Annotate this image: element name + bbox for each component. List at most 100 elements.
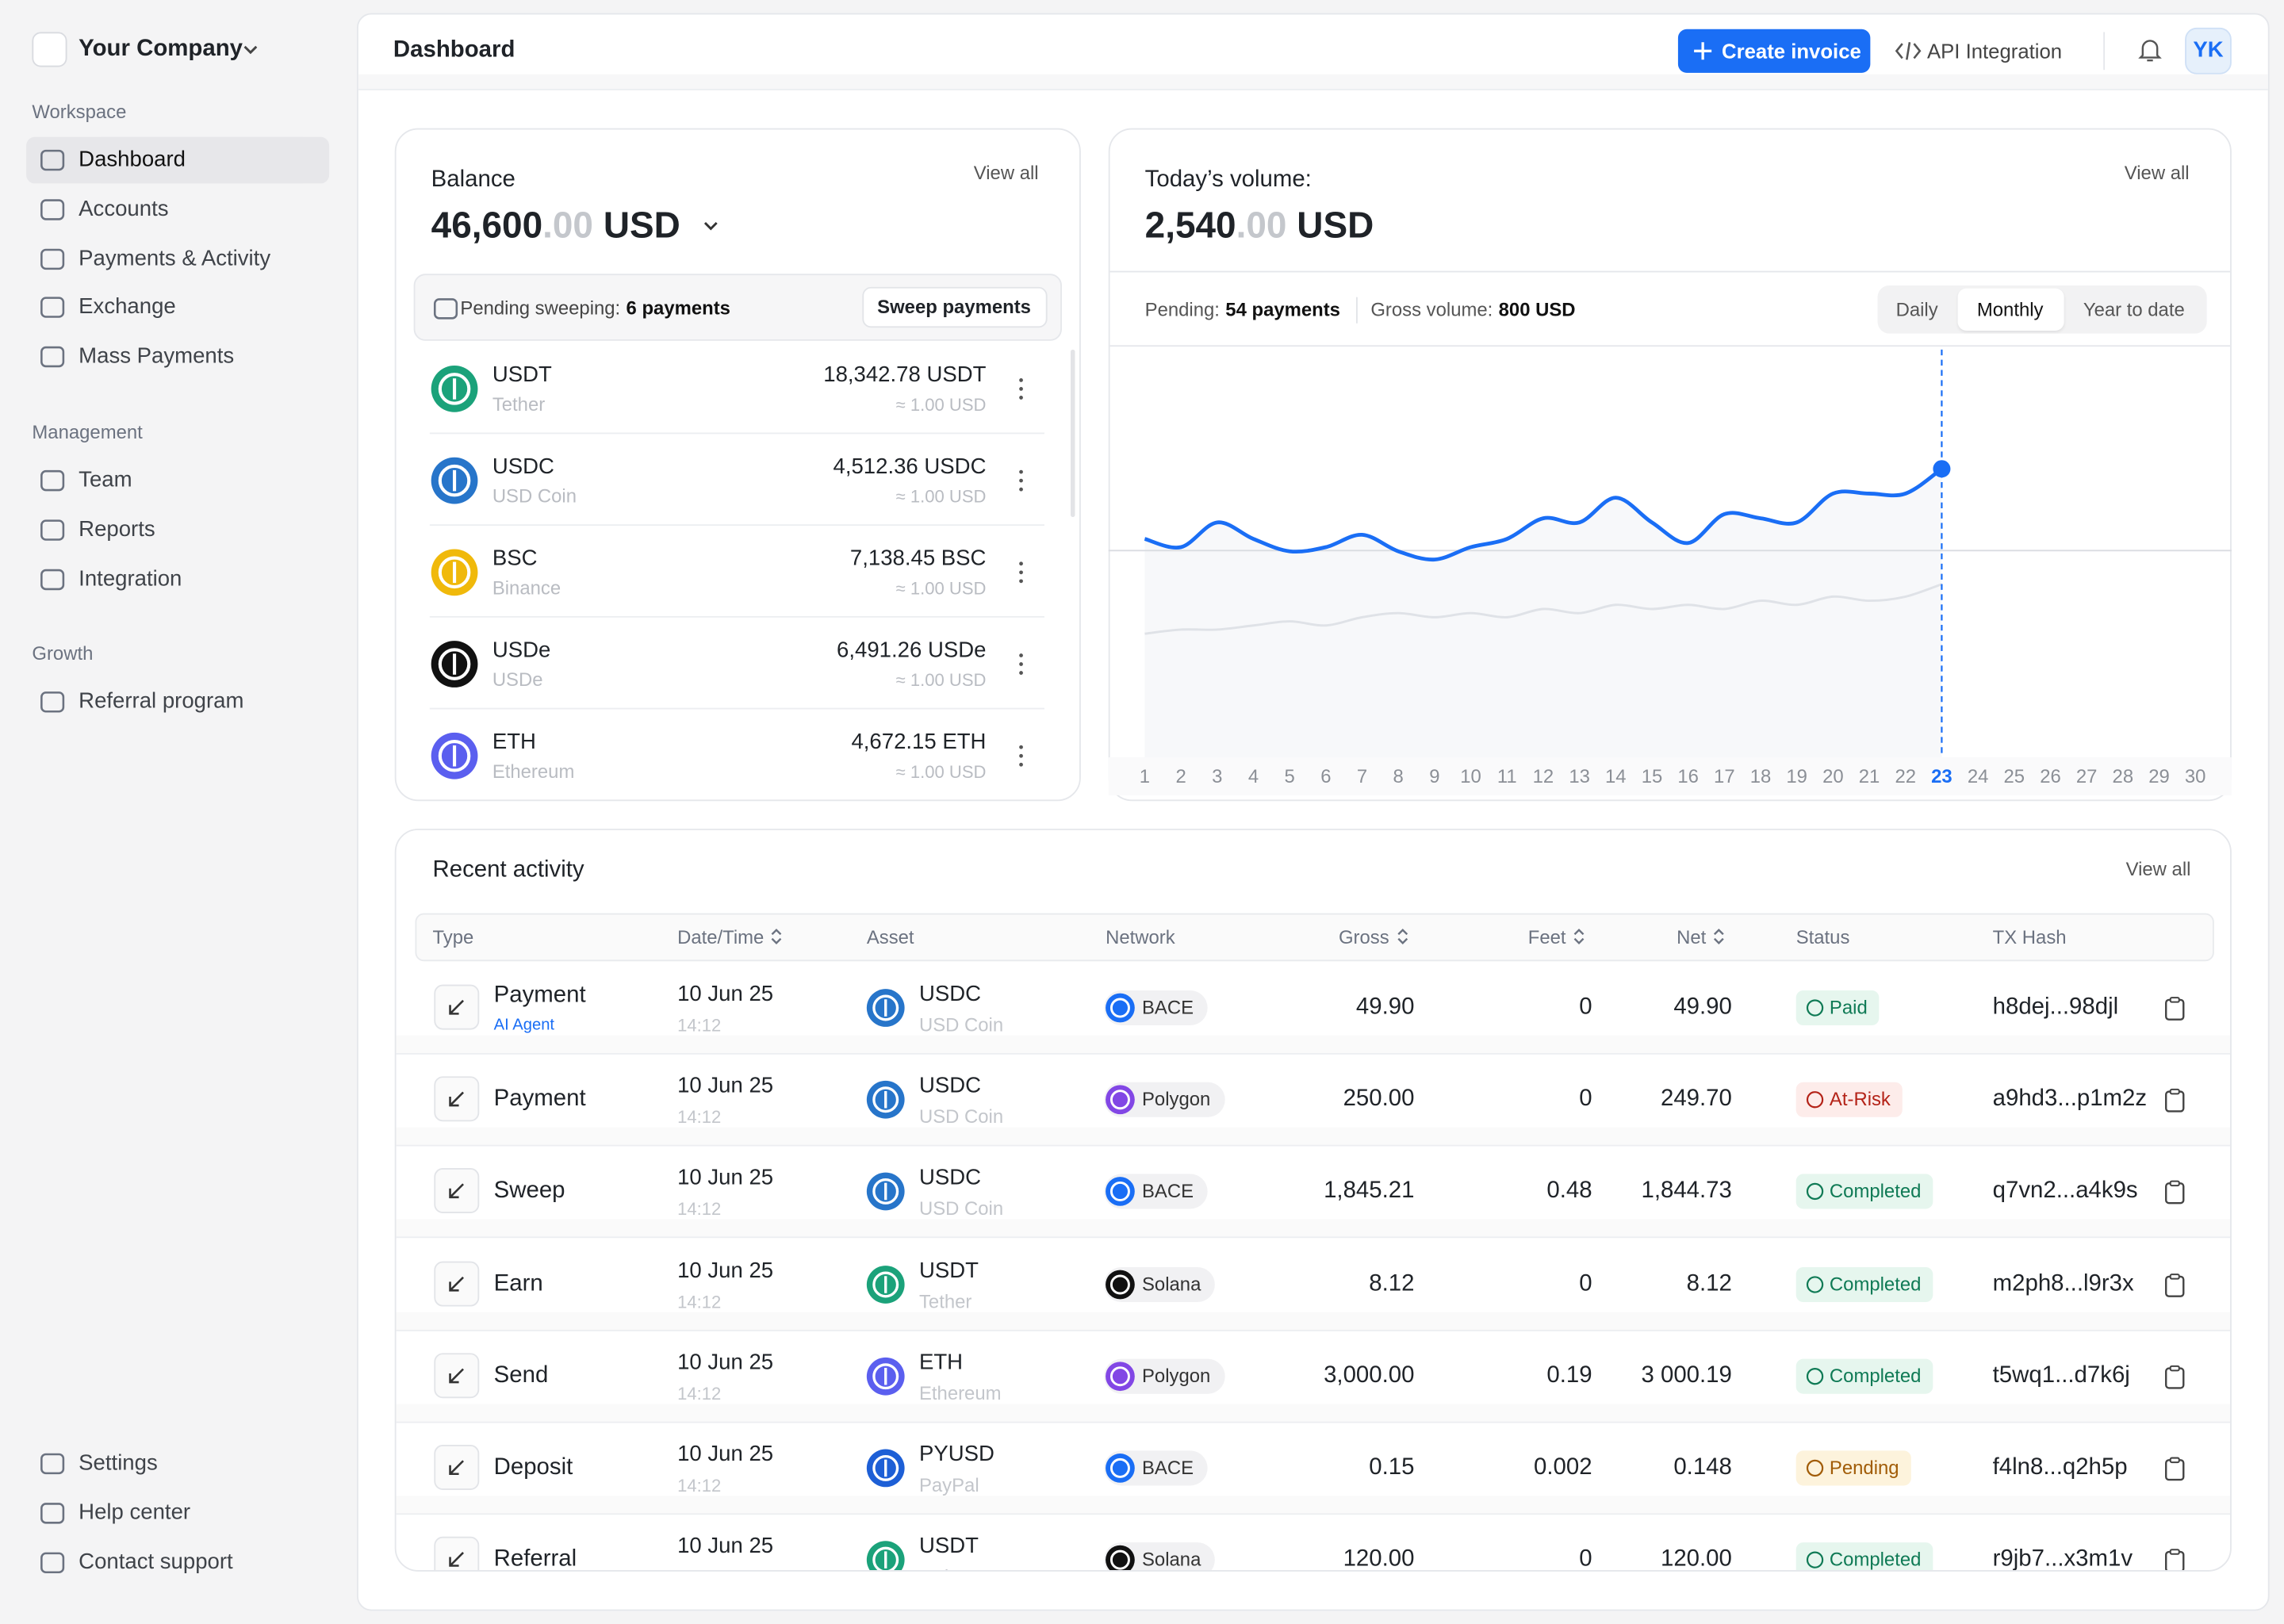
nav-item[interactable]: Dashboard — [79, 147, 186, 172]
row-band — [396, 1496, 2231, 1514]
nav-item[interactable]: Referral program — [79, 688, 244, 714]
copy-icon[interactable] — [2164, 1273, 2185, 1297]
network-ring — [1109, 1457, 1130, 1478]
status-ring — [1806, 999, 1824, 1017]
sort-icon[interactable] — [1573, 928, 1585, 945]
line-series — [1144, 467, 1943, 562]
view-all-link[interactable]: View all — [973, 161, 1039, 184]
status-label: Completed — [1829, 1548, 1922, 1571]
chevron — [243, 45, 258, 55]
tx-asset-name: PayPal — [918, 1473, 979, 1496]
coin-icon — [866, 1265, 905, 1304]
network-dot — [1106, 993, 1135, 1023]
nav-footer-item[interactable]: Settings — [79, 1450, 158, 1476]
coin-icon — [866, 1449, 905, 1488]
asset-name: Ethereum — [492, 760, 575, 783]
tx-date: 10 Jun 25 — [677, 1534, 774, 1559]
row-separator — [429, 616, 1044, 619]
avatar[interactable] — [2185, 27, 2232, 75]
nav-icon — [40, 247, 65, 270]
tx-net: 49.90 — [1673, 994, 1732, 1020]
x-tick-label: 5 — [1285, 766, 1295, 787]
tx-asset-name: USD Coin — [918, 1013, 1004, 1036]
dot — [1019, 478, 1023, 483]
x-tick-label: 9 — [1429, 766, 1439, 787]
company-name[interactable]: Your Company — [79, 36, 243, 62]
nav-item[interactable]: Team — [79, 467, 132, 492]
nav-item[interactable]: Mass Payments — [79, 343, 235, 370]
company-logo[interactable] — [32, 32, 67, 67]
tx-gross: 0.15 — [1369, 1454, 1415, 1480]
column-header[interactable]: Feet — [1528, 923, 1585, 952]
coin-icon — [431, 733, 478, 780]
row-separator — [429, 708, 1044, 710]
asset-name: USD Coin — [492, 485, 577, 508]
nav-item[interactable]: Reports — [79, 516, 155, 542]
status-label: Completed — [1829, 1364, 1922, 1387]
sweep-button[interactable] — [862, 286, 1048, 328]
coin-ring — [872, 1454, 899, 1481]
tx-type: Sweep — [493, 1178, 565, 1204]
view-all-link[interactable]: View all — [2124, 161, 2190, 184]
currency-chevron — [703, 221, 718, 231]
column-header[interactable]: Date/Time — [677, 923, 783, 952]
amount-currency: USD — [603, 205, 680, 247]
api-integration-link[interactable]: API Integration — [1926, 39, 2063, 63]
column-header[interactable]: Net — [1677, 923, 1725, 952]
row-separator — [396, 1145, 2231, 1147]
x-tick-label: 20 — [1822, 766, 1844, 787]
asset-symbol: BSC — [492, 546, 538, 572]
nav-icon — [40, 569, 65, 590]
network-name: Polygon — [1141, 1364, 1211, 1387]
status-label: Completed — [1829, 1272, 1922, 1295]
sort-icon[interactable] — [1397, 928, 1408, 945]
icon-shape — [40, 297, 65, 319]
x-tick-label: 13 — [1569, 766, 1590, 787]
tx-asset: USDC — [918, 1166, 982, 1191]
nav-item[interactable]: Integration — [79, 565, 182, 591]
arrow — [449, 1091, 464, 1107]
column-header[interactable]: Gross — [1339, 923, 1408, 952]
tx-asset-name: USD Coin — [918, 1197, 1004, 1220]
x-tick-label: 1 — [1140, 766, 1150, 787]
status-ring — [1806, 1275, 1824, 1293]
type-icon-box — [434, 1168, 480, 1214]
clipboard-clip — [2169, 1549, 2180, 1556]
sort-icon[interactable] — [772, 928, 784, 945]
copy-icon[interactable] — [2164, 1457, 2185, 1481]
nav-item[interactable]: Accounts — [79, 196, 169, 221]
copy-icon[interactable] — [2164, 1088, 2185, 1113]
coin-icon — [866, 1173, 905, 1212]
create-invoice-label[interactable]: Create invoice — [1722, 39, 1861, 63]
asset-name: Tether — [492, 393, 546, 416]
x-tick-label: 3 — [1212, 766, 1222, 787]
copy-icon[interactable] — [2164, 1365, 2185, 1389]
copy-icon[interactable] — [2164, 1180, 2185, 1205]
tx-hash: f4ln8...q2h5p — [1992, 1454, 2128, 1480]
nav-footer-item[interactable]: Help center — [79, 1500, 191, 1526]
tx-date: 10 Jun 25 — [677, 1258, 774, 1283]
volume-divider — [1109, 270, 2231, 273]
page-title: Dashboard — [393, 37, 515, 63]
sort-icon[interactable] — [1713, 928, 1725, 945]
x-tick-label: 25 — [2004, 766, 2025, 787]
network-ring — [1109, 1090, 1130, 1110]
nav-section-title: Management — [32, 420, 143, 443]
sweep-button-label[interactable]: Sweep payments — [877, 295, 1031, 318]
asset-menu — [1019, 745, 1023, 768]
nav-item[interactable]: Payments & Activity — [79, 245, 271, 270]
x-tick-label: 30 — [2185, 766, 2206, 787]
status-badge: Pending — [1795, 1450, 1911, 1486]
view-all-link[interactable]: View all — [2125, 857, 2191, 880]
period-tab[interactable]: Daily — [1895, 298, 1938, 321]
nav-active-bg — [26, 136, 330, 184]
copy-icon[interactable] — [2164, 1549, 2185, 1572]
nav-item[interactable]: Exchange — [79, 294, 176, 320]
period-tab[interactable]: Monthly — [1976, 298, 2044, 321]
nav-footer-item[interactable]: Contact support — [79, 1549, 233, 1575]
tx-type: Send — [493, 1362, 549, 1388]
icon-shape — [40, 198, 65, 220]
period-tab[interactable]: Year to date — [2083, 298, 2185, 321]
copy-icon[interactable] — [2164, 996, 2185, 1021]
icon-shape — [40, 149, 65, 171]
